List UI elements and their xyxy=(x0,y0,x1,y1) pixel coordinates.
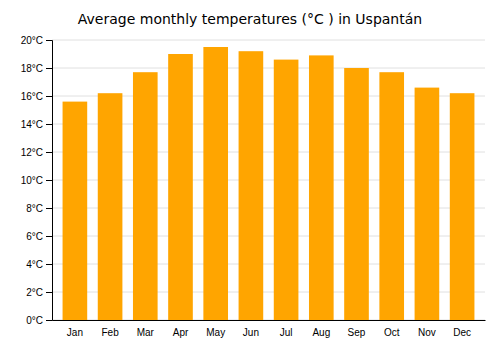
y-tick-label: 16°C xyxy=(21,91,43,102)
grid xyxy=(52,40,485,320)
x-tick-label: Jun xyxy=(243,327,259,338)
y-tick-label: 0°C xyxy=(26,315,43,326)
y-tick: 4°C xyxy=(26,259,52,270)
grid-line xyxy=(52,40,485,41)
x-tick-label: Apr xyxy=(173,327,189,338)
y-tick-mark xyxy=(46,208,52,209)
bars xyxy=(63,47,475,320)
y-tick: 12°C xyxy=(21,147,52,158)
x-tick-label: Oct xyxy=(384,327,400,338)
y-tick-label: 20°C xyxy=(21,35,43,46)
y-tick-mark xyxy=(46,96,52,97)
x-tick: Nov xyxy=(418,327,436,338)
y-tick-mark xyxy=(46,180,52,181)
x-tick-label: Jul xyxy=(280,327,293,338)
x-tick-label: Dec xyxy=(453,327,471,338)
x-axis: Jan Feb Mar Apr May Jun Jul Aug Sep Oct Nov Dec xyxy=(53,321,486,339)
y-tick-mark xyxy=(46,124,52,125)
bar xyxy=(415,88,440,320)
grid-line xyxy=(52,68,485,69)
x-tick: Feb xyxy=(101,327,119,338)
y-tick-label: 12°C xyxy=(21,147,43,158)
bar xyxy=(379,72,404,320)
y-tick: 8°C xyxy=(26,203,52,214)
plot: 0°C 2°C 4°C 6°C 8°C 10°C 12°C 14°C 16°C 18°C 20°C J… xyxy=(21,35,486,338)
y-tick-mark xyxy=(46,264,52,265)
y-tick-label: 14°C xyxy=(21,119,43,130)
y-tick-mark xyxy=(46,320,52,321)
x-tick-label: Aug xyxy=(312,327,330,338)
chart: 0°C 2°C 4°C 6°C 8°C 10°C 12°C 14°C 16°C 18°C 20°C J… xyxy=(0,0,500,350)
y-tick-mark xyxy=(46,292,52,293)
y-tick-mark xyxy=(46,152,52,153)
bar xyxy=(309,55,334,320)
y-tick-label: 10°C xyxy=(21,175,43,186)
y-tick: 16°C xyxy=(21,91,52,102)
bar xyxy=(203,47,228,320)
y-tick: 14°C xyxy=(21,119,52,130)
y-tick: 0°C xyxy=(26,315,52,326)
x-tick: Jul xyxy=(280,327,293,338)
x-tick: Aug xyxy=(312,327,330,338)
x-tick-label: May xyxy=(206,327,225,338)
bar xyxy=(133,72,158,320)
bar xyxy=(239,51,264,320)
y-tick-label: 2°C xyxy=(26,287,43,298)
y-tick: 2°C xyxy=(26,287,52,298)
y-tick-mark xyxy=(46,68,52,69)
y-tick: 18°C xyxy=(21,63,52,74)
y-axis: 0°C 2°C 4°C 6°C 8°C 10°C 12°C 14°C 16°C 18°C 20°C xyxy=(21,35,53,326)
x-tick: Apr xyxy=(173,327,189,338)
x-tick: Jan xyxy=(67,327,83,338)
x-tick-label: Sep xyxy=(348,327,366,338)
bar xyxy=(450,93,475,320)
y-tick-label: 6°C xyxy=(26,231,43,242)
y-tick: 6°C xyxy=(26,231,52,242)
y-tick: 10°C xyxy=(21,175,52,186)
bar xyxy=(168,54,193,320)
bar xyxy=(344,68,369,320)
y-tick: 20°C xyxy=(21,35,52,46)
bar xyxy=(98,93,123,320)
y-tick-mark xyxy=(46,40,52,41)
x-tick-label: Mar xyxy=(137,327,155,338)
y-tick-label: 8°C xyxy=(26,203,43,214)
x-tick: Sep xyxy=(348,327,366,338)
x-tick-label: Jan xyxy=(67,327,83,338)
x-tick: Jun xyxy=(243,327,259,338)
x-tick: May xyxy=(206,327,225,338)
x-axis-line xyxy=(53,320,486,321)
y-axis-line xyxy=(46,41,53,321)
bar xyxy=(274,60,299,320)
x-tick: Mar xyxy=(137,327,155,338)
y-tick-label: 4°C xyxy=(26,259,43,270)
x-tick-label: Feb xyxy=(101,327,119,338)
title: Average monthly temperatures (°C ) in Us… xyxy=(78,11,422,27)
bar xyxy=(63,102,88,320)
x-tick: Dec xyxy=(453,327,471,338)
y-tick-label: 18°C xyxy=(21,63,43,74)
x-tick: Oct xyxy=(384,327,400,338)
x-tick-label: Nov xyxy=(418,327,436,338)
y-tick-mark xyxy=(46,236,52,237)
